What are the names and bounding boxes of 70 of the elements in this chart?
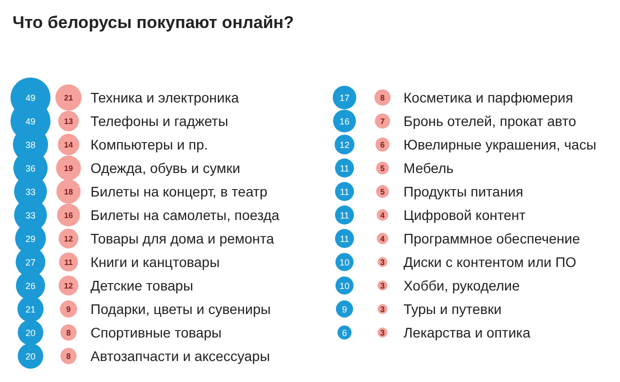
- category-label: Автозапчасти и аксессуары: [90, 348, 270, 364]
- data-label: 9: [66, 305, 72, 314]
- data-label: 18: [64, 188, 74, 196]
- data-label: 13: [64, 117, 74, 126]
- category-label: Техника и электроника: [90, 90, 240, 106]
- data-label: 14: [64, 140, 74, 150]
- data-label: 16: [339, 116, 350, 126]
- data-label: 26: [25, 281, 36, 291]
- data-label: 9: [342, 304, 348, 314]
- data-label: 11: [340, 164, 350, 174]
- category-label: Мебель: [404, 160, 454, 176]
- data-label: 10: [339, 258, 350, 268]
- data-label: 3: [380, 305, 386, 314]
- data-label: 11: [340, 234, 350, 244]
- category-label: Телефоны и гаджеты: [90, 113, 228, 129]
- data-label: 10: [339, 281, 350, 291]
- data-label: 29: [25, 234, 36, 244]
- data-label: 5: [380, 164, 386, 173]
- category-label: Подарки, цветы и сувениры: [90, 301, 271, 317]
- data-label: 4: [380, 234, 386, 244]
- data-label: 4: [380, 211, 386, 220]
- category-label: Билеты на самолеты, поезда: [90, 207, 280, 223]
- category-label: Программное обеспечение: [404, 230, 580, 246]
- category-label: Хобби, рукоделие: [404, 278, 520, 294]
- data-label: 16: [64, 211, 74, 220]
- data-label: 19: [64, 164, 74, 173]
- data-label: 11: [340, 187, 350, 197]
- data-label: 12: [339, 140, 350, 150]
- data-label: 8: [66, 328, 72, 338]
- data-label: 8: [380, 94, 386, 102]
- text: Что белорусы покупают онлайн?: [12, 13, 294, 32]
- data-label: 11: [64, 258, 74, 267]
- data-label: 12: [64, 234, 74, 244]
- category-label: Диски с контентом или ПО: [404, 254, 576, 270]
- category-label: Книги и канцтовары: [90, 254, 220, 270]
- category-label: Бронь отелей, прокат авто: [404, 113, 576, 129]
- category-label: Компьютеры и пр.: [90, 136, 208, 152]
- category-label: Лекарства и оптика: [404, 324, 531, 340]
- data-label: 49: [25, 93, 36, 103]
- category-label: Продукты питания: [404, 184, 524, 200]
- data-label: 33: [25, 210, 36, 220]
- category-label: Билеты на концерт, в театр: [90, 184, 268, 200]
- data-label: 5: [380, 188, 386, 196]
- data-label: 3: [380, 258, 386, 267]
- data-label: 36: [25, 164, 36, 174]
- data-label: 3: [380, 328, 386, 338]
- category-label: Косметика и парфюмерия: [404, 90, 574, 106]
- category-label: Ювелирные украшения, часы: [404, 136, 596, 152]
- category-label: Цифровой контент: [404, 207, 526, 223]
- data-label: 33: [25, 187, 36, 197]
- data-label: 21: [64, 94, 74, 102]
- category-label: Спортивные товары: [90, 324, 222, 340]
- data-label: 12: [64, 282, 74, 290]
- data-label: 3: [380, 282, 386, 290]
- category-label: Одежда, обувь и сумки: [90, 160, 240, 176]
- data-label: 20: [25, 328, 36, 338]
- category-label: Туры и путевки: [404, 301, 502, 317]
- data-label: 49: [25, 116, 36, 126]
- data-label: 6: [342, 328, 348, 338]
- data-label: 27: [25, 258, 36, 268]
- data-label: 7: [380, 117, 386, 126]
- data-label: 11: [340, 210, 350, 220]
- data-label: 21: [25, 304, 36, 314]
- category-label: Детские товары: [90, 278, 194, 294]
- data-label: 8: [66, 352, 72, 361]
- data-label: 17: [339, 93, 350, 103]
- category-label: Товары для дома и ремонта: [90, 230, 274, 246]
- data-label: 20: [25, 352, 36, 362]
- data-label: 6: [380, 140, 386, 150]
- data-label: 38: [25, 140, 36, 150]
